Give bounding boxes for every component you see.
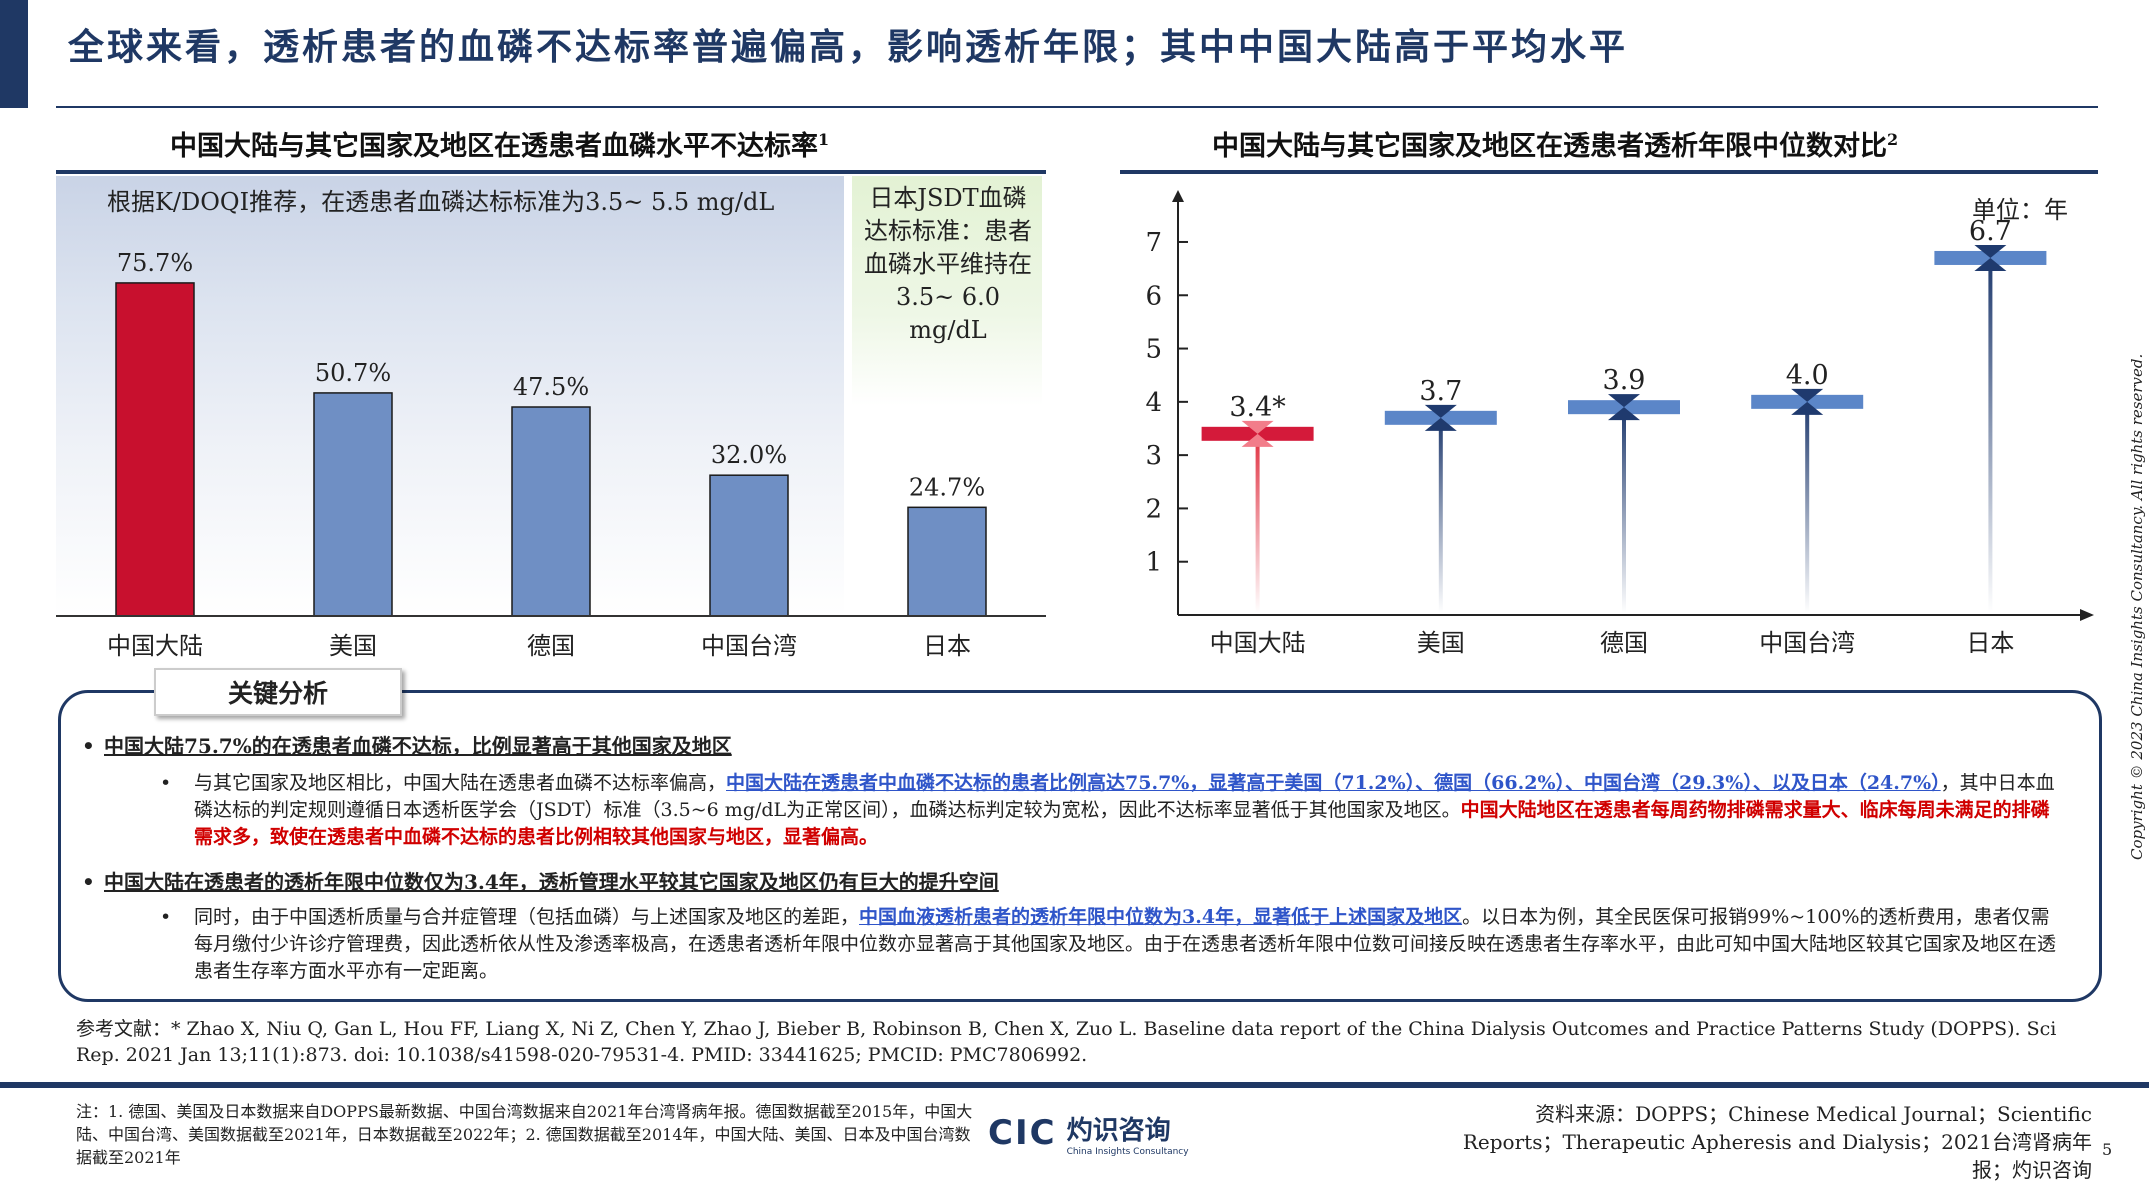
y-tick-label: 7 — [1145, 228, 1162, 258]
bullet-body-text: 同时，由于中国透析质量与合并症管理（包括血磷）与上述国家及地区的差距， — [194, 906, 860, 928]
bullet-highlight-blue: 中国血液透析患者的透析年限中位数为3.4年，显著低于上述国家及地区 — [859, 906, 1463, 928]
value-marker — [1791, 388, 1824, 415]
copyright-notice: Copyright © 2023 China Insights Consulta… — [2128, 353, 2146, 860]
value-bar — [1384, 410, 1497, 425]
title-divider — [56, 106, 2098, 108]
bar — [313, 392, 393, 617]
data-label: 47.5% — [513, 373, 589, 401]
value-marker — [1974, 244, 2007, 271]
logo-name: 灼识咨询 China Insights Consultancy — [1067, 1110, 1189, 1157]
bullet-highlight-red: 中国大陆地区在透患者每周药物排磷需求量大、临床每周未满足的排磷需求多，致使在透患… — [194, 799, 2050, 848]
phosphorus-noncompliance-chart: 75.7% 中国大陆 50.7% 美国 47.5% 德国 32.0% 中国台湾 24.7% 日本 — [56, 249, 1046, 660]
category-label: 中国大陆 — [1210, 629, 1306, 657]
jsdt-note: 日本JSDT血磷达标标准：患者血磷水平维持在3.5~ 6.0 mg/dL — [864, 184, 1032, 344]
bullet-body-text-cont: ，其中日本血磷达标的判定规则遵循日本透析医学会（JSDT）标准（3.5~6 mg… — [194, 772, 2055, 821]
logo-chinese-name: 灼识咨询 — [1066, 1115, 1171, 1146]
y-axis-arrow — [1172, 190, 1184, 202]
data-label: 3.9 — [1603, 365, 1646, 396]
category-label: 中国台湾 — [701, 632, 797, 660]
y-tick-label: 3 — [1145, 441, 1162, 471]
left-chart-footnote: 1 — [818, 130, 830, 149]
category-label: 德国 — [1600, 629, 1648, 657]
bar — [709, 474, 789, 617]
value-stem — [1255, 433, 1260, 613]
value-marker — [1608, 394, 1640, 421]
data-label: 6.7 — [1969, 216, 2012, 247]
bullet-heading-2: • 中国大陆在透患者的透析年限中位数仅为3.4年，透析管理水平较其它国家及地区仍有… — [82, 866, 999, 895]
bullet-body-1: • 与其它国家及地区相比，中国大陆在透患者血磷不达标率偏高，中国大陆在透患者中血磷… — [160, 770, 2064, 851]
footer-divider — [0, 1082, 2149, 1088]
kdoqi-note: 根据K/DOQI推荐，在透患者血磷达标标准为3.5~ 5.5 mg/dL — [107, 188, 775, 216]
header-accent-bar — [0, 0, 28, 108]
y-tick-label: 4 — [1145, 388, 1162, 418]
bullet-highlight-blue: 中国大陆在透患者中血磷不达标的患者比例高达75.7%，显著高于美国（71.2%）… — [726, 772, 1941, 794]
key-analysis-tab: 关键分析 — [154, 668, 402, 716]
company-logo: CIC 灼识咨询 China Insights Consultancy — [988, 1108, 1189, 1158]
category-label: 中国大陆 — [107, 632, 203, 660]
value-stem — [1988, 257, 1993, 613]
page-number: 5 — [2102, 1140, 2113, 1159]
logo-english-name: China Insights Consultancy — [1066, 1146, 1189, 1157]
bullet-heading-text: 中国大陆75.7%的在透患者血磷不达标，比例显著高于其他国家及地区 — [104, 734, 732, 758]
data-label: 3.4* — [1229, 392, 1286, 423]
bullet-dot: • — [82, 870, 95, 894]
right-chart-title-rule — [1120, 170, 2098, 174]
data-label: 32.0% — [711, 441, 787, 469]
x-axis-arrow — [2080, 609, 2094, 621]
y-tick-label: 6 — [1145, 281, 1162, 311]
left-chart-title-text: 中国大陆与其它国家及地区在透患者血磷水平不达标率 — [170, 131, 818, 162]
value-bar — [1201, 426, 1314, 441]
value-stem — [1622, 407, 1626, 613]
value-stem — [1438, 417, 1443, 613]
bar — [907, 506, 987, 617]
bar — [115, 282, 195, 617]
left-chart-title: 中国大陆与其它国家及地区在透患者血磷水平不达标率1 — [170, 124, 829, 163]
category-label: 德国 — [527, 632, 575, 660]
left-chart-title-rule — [56, 170, 1046, 174]
bar — [511, 406, 591, 617]
footnote-text: 注：1. 德国、美国及日本数据来自DOPPS最新数据、中国台湾数据来自2021年… — [76, 1102, 973, 1167]
value-bar — [1751, 394, 1864, 409]
category-label: 美国 — [329, 632, 377, 660]
bullet-dot: • — [160, 906, 172, 928]
data-label: 50.7% — [315, 359, 391, 387]
page-title: 全球来看，透析患者的血磷不达标率普遍偏高，影响透析年限；其中中国大陆高于平均水平 — [68, 26, 1629, 68]
data-label: 24.7% — [909, 473, 985, 501]
unit-label: 单位：年 — [1972, 196, 2068, 224]
bullet-body-2: • 同时，由于中国透析质量与合并症管理（包括血磷）与上述国家及地区的差距，中国血液… — [160, 904, 2064, 985]
data-label: 3.7 — [1419, 376, 1462, 407]
data-label: 4.0 — [1786, 360, 1829, 391]
value-marker — [1424, 404, 1457, 431]
bullet-body-text: 与其它国家及地区相比，中国大陆在透患者血磷不达标率偏高， — [194, 772, 727, 794]
jsdt-band — [852, 176, 1042, 406]
bullet-dot: • — [82, 734, 95, 758]
right-chart-title-text: 中国大陆与其它国家及地区在透患者透析年限中位数对比 — [1212, 131, 1887, 162]
right-chart-title: 中国大陆与其它国家及地区在透患者透析年限中位数对比2 — [1212, 124, 1898, 163]
category-label: 中国台湾 — [1759, 629, 1855, 657]
dialysis-vintage-chart: 1 2 3 4 5 6 7 3.4* 中国大陆 3.7 美国 3.9 德国 4.0 中国台湾 6.7 日本 — [1145, 190, 2094, 657]
key-analysis-box — [58, 690, 2102, 1002]
category-label: 美国 — [1417, 629, 1465, 657]
right-chart-footnote: 2 — [1887, 130, 1899, 149]
bullet-heading-text: 中国大陆在透患者的透析年限中位数仅为3.4年，透析管理水平较其它国家及地区仍有巨… — [104, 870, 999, 894]
logo-mark: CIC — [988, 1113, 1057, 1153]
value-marker — [1241, 420, 1274, 447]
y-tick-label: 2 — [1145, 494, 1162, 524]
bullet-dot: • — [160, 772, 172, 794]
category-label: 日本 — [1966, 629, 2014, 657]
source-text: 资料来源：DOPPS；Chinese Medical Journal；Scien… — [1462, 1102, 2092, 1182]
category-label: 日本 — [923, 632, 971, 660]
data-label: 75.7% — [117, 249, 193, 277]
bullet-heading-1: • 中国大陆75.7%的在透患者血磷不达标，比例显著高于其他国家及地区 — [82, 730, 732, 759]
value-stem — [1805, 401, 1810, 613]
bullet-body-text-cont: 。以日本为例，其全民医保可报销99%~100%的透析费用，患者仅需每月缴付少许诊… — [194, 906, 2057, 982]
y-tick-label: 1 — [1145, 548, 1162, 578]
y-tick-label: 5 — [1145, 335, 1162, 365]
reference-text: 参考文献：* Zhao X, Niu Q, Gan L, Hou FF, Lia… — [76, 1018, 2057, 1066]
